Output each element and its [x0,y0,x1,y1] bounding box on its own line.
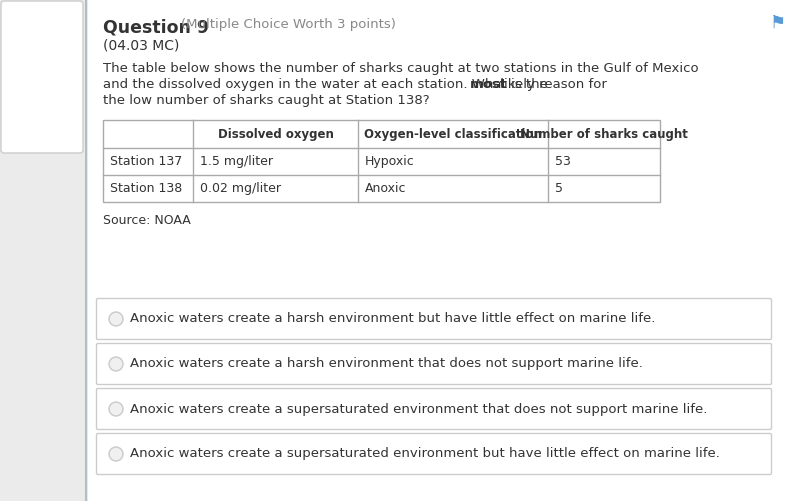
Text: 53: 53 [555,155,571,168]
Text: 1.5 mg/liter: 1.5 mg/liter [200,155,273,168]
Text: Source: NOAA: Source: NOAA [103,214,190,227]
FancyBboxPatch shape [1,1,83,153]
Text: 5: 5 [555,182,563,195]
Text: Question 9: Question 9 [103,18,209,36]
Circle shape [109,402,123,416]
Text: (Multiple Choice Worth 3 points): (Multiple Choice Worth 3 points) [181,18,396,31]
Circle shape [109,357,123,371]
Circle shape [110,359,122,370]
Text: Anoxic waters create a harsh environment but have little effect on marine life.: Anoxic waters create a harsh environment… [130,313,655,326]
Circle shape [110,448,122,459]
Text: Station 137: Station 137 [110,155,182,168]
Text: The table below shows the number of sharks caught at two stations in the Gulf of: The table below shows the number of shar… [103,62,698,75]
FancyBboxPatch shape [97,344,771,384]
Text: the low number of sharks caught at Station 138?: the low number of sharks caught at Stati… [103,94,430,107]
Text: 0.02 mg/liter: 0.02 mg/liter [200,182,281,195]
Text: Number of sharks caught: Number of sharks caught [520,127,688,140]
Text: (04.03 MC): (04.03 MC) [103,38,179,52]
Bar [88,0,800,501]
FancyBboxPatch shape [97,299,771,340]
Circle shape [109,447,123,461]
Circle shape [109,312,123,326]
Text: Dissolved oxygen: Dissolved oxygen [218,127,334,140]
Text: Anoxic waters create a harsh environment that does not support marine life.: Anoxic waters create a harsh environment… [130,358,643,371]
Text: ⚑: ⚑ [770,14,786,32]
Circle shape [110,403,122,414]
Text: Anoxic: Anoxic [365,182,406,195]
Text: Station 138: Station 138 [110,182,182,195]
Text: and the dissolved oxygen in the water at each station. What is the: and the dissolved oxygen in the water at… [103,78,552,91]
Bar [103,120,660,202]
FancyBboxPatch shape [97,388,771,429]
FancyBboxPatch shape [97,433,771,474]
Text: most: most [470,78,507,91]
Text: Anoxic waters create a supersaturated environment but have little effect on mari: Anoxic waters create a supersaturated en… [130,447,720,460]
Bar [0,0,88,501]
Text: Oxygen-level classification: Oxygen-level classification [364,127,542,140]
Text: Anoxic waters create a supersaturated environment that does not support marine l: Anoxic waters create a supersaturated en… [130,402,707,415]
Text: Hypoxic: Hypoxic [365,155,414,168]
Text: likely reason for: likely reason for [496,78,607,91]
Circle shape [110,314,122,325]
